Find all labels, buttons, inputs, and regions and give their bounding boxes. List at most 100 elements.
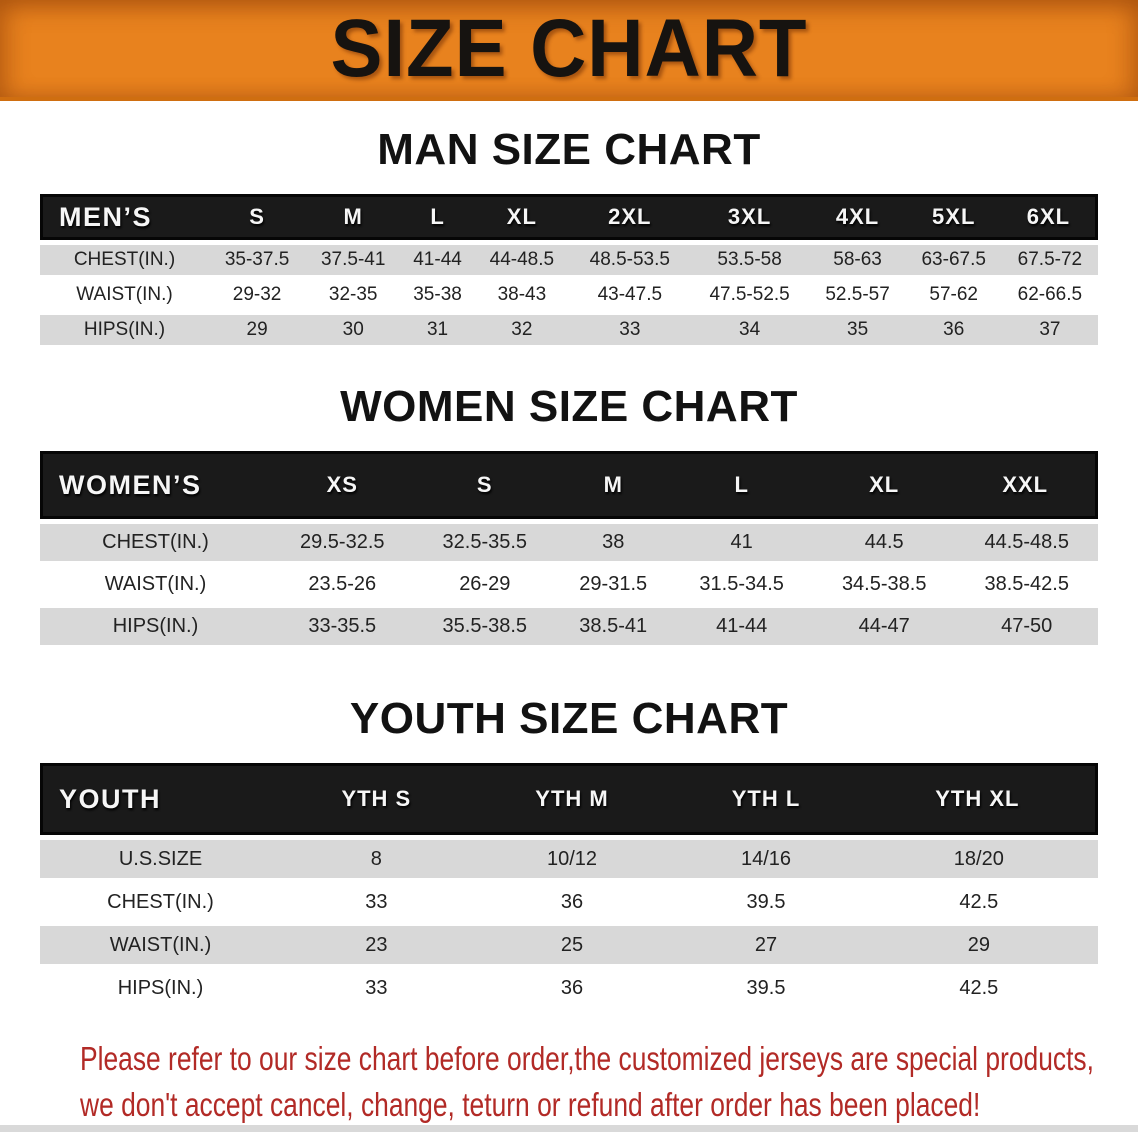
column-header: XXL	[955, 451, 1098, 519]
size-value: 62-66.5	[1001, 280, 1098, 310]
size-value: 18/20	[859, 840, 1098, 878]
size-value: 25	[471, 926, 673, 964]
row-label: HIPS(IN.)	[40, 608, 271, 645]
size-value: 29.5-32.5	[271, 524, 414, 561]
table-row: CHEST(IN.) 29.5-32.5 32.5-35.5 38 41 44.5 44.5…	[40, 524, 1098, 561]
size-value: 31.5-34.5	[670, 566, 813, 603]
row-label: WAIST(IN.)	[40, 566, 271, 603]
size-value: 36	[471, 969, 673, 1007]
size-chart-content: MAN SIZE CHART MEN’S S M L XL 2XL 3XL 4XL 5XL 6XL…	[0, 127, 1138, 1128]
size-value: 35	[809, 315, 906, 345]
size-value: 35.5-38.5	[413, 608, 557, 645]
column-header: YTH L	[672, 763, 860, 835]
row-label: CHEST(IN.)	[40, 245, 209, 275]
size-value: 37.5-41	[305, 245, 402, 275]
size-table-men: MEN’S S M L XL 2XL 3XL 4XL 5XL 6XL CHEST(IN.) 35-3…	[40, 189, 1098, 350]
header-row: MEN’S S M L XL 2XL 3XL 4XL 5XL 6XL	[40, 194, 1098, 240]
group-label: WOMEN’S	[40, 451, 271, 519]
size-table-youth: YOUTH YTH S YTH M YTH L YTH XL U.S.SIZE 8 10/1…	[40, 758, 1098, 1012]
header-row: WOMEN’S XS S M L XL XXL	[40, 451, 1098, 519]
size-value: 53.5-58	[689, 245, 810, 275]
header-row: YOUTH YTH S YTH M YTH L YTH XL	[40, 763, 1098, 835]
row-label: U.S.SIZE	[40, 840, 281, 878]
table-row: WAIST(IN.) 23.5-26 26-29 29-31.5 31.5-34.5 34…	[40, 566, 1098, 603]
size-value: 37	[1001, 315, 1098, 345]
column-header: M	[305, 194, 402, 240]
column-header: S	[413, 451, 557, 519]
section-heading: MAN SIZE CHART	[377, 125, 761, 174]
column-header: L	[401, 194, 474, 240]
size-value: 33	[569, 315, 690, 345]
size-value: 38	[556, 524, 671, 561]
row-label: CHEST(IN.)	[40, 524, 271, 561]
size-value: 44.5	[812, 524, 956, 561]
size-chart-banner: SIZE CHART	[0, 0, 1138, 101]
sections: MAN SIZE CHART MEN’S S M L XL 2XL 3XL 4XL 5XL 6XL…	[40, 127, 1098, 1012]
size-value: 47.5-52.5	[689, 280, 810, 310]
bottom-edge	[0, 1125, 1138, 1132]
row-label: HIPS(IN.)	[40, 315, 209, 345]
size-value: 26-29	[413, 566, 557, 603]
column-header: XL	[812, 451, 956, 519]
size-value: 39.5	[672, 969, 860, 1007]
size-value: 39.5	[672, 883, 860, 921]
table-row: U.S.SIZE 8 10/12 14/16 18/20	[40, 840, 1098, 878]
size-value: 63-67.5	[905, 245, 1002, 275]
column-header: 4XL	[809, 194, 906, 240]
section-heading: WOMEN SIZE CHART	[340, 382, 798, 431]
row-label: CHEST(IN.)	[40, 883, 281, 921]
size-value: 44-47	[812, 608, 956, 645]
table-row: WAIST(IN.) 29-32 32-35 35-38 38-43 43-47.5 47.…	[40, 280, 1098, 310]
column-header: XS	[271, 451, 414, 519]
size-value: 47-50	[955, 608, 1098, 645]
section-women: WOMEN SIZE CHART WOMEN’S XS S M L XL XXL CHEST…	[40, 384, 1098, 650]
table-body: CHEST(IN.) 29.5-32.5 32.5-35.5 38 41 44.5 44.5…	[40, 524, 1098, 645]
size-value: 8	[281, 840, 472, 878]
size-value: 42.5	[859, 969, 1098, 1007]
size-value: 44-48.5	[473, 245, 570, 275]
column-header: XL	[473, 194, 570, 240]
banner-title: SIZE CHART	[330, 3, 808, 94]
column-header: YTH S	[281, 763, 472, 835]
size-value: 33-35.5	[271, 608, 414, 645]
size-value: 41	[670, 524, 813, 561]
row-label: WAIST(IN.)	[40, 280, 209, 310]
table-row: WAIST(IN.) 23 25 27 29	[40, 926, 1098, 964]
group-label: YOUTH	[40, 763, 281, 835]
column-header: 3XL	[689, 194, 810, 240]
table-row: HIPS(IN.) 33 36 39.5 42.5	[40, 969, 1098, 1007]
size-value: 32-35	[305, 280, 402, 310]
column-header: S	[209, 194, 306, 240]
size-value: 38-43	[473, 280, 570, 310]
size-value: 38.5-41	[556, 608, 671, 645]
size-value: 58-63	[809, 245, 906, 275]
footer-note-line1: Please refer to our size chart before or…	[80, 1040, 1094, 1077]
column-header: M	[556, 451, 671, 519]
section-men: MAN SIZE CHART MEN’S S M L XL 2XL 3XL 4XL 5XL 6XL…	[40, 127, 1098, 350]
size-value: 57-62	[905, 280, 1002, 310]
row-label: HIPS(IN.)	[40, 969, 281, 1007]
size-value: 10/12	[471, 840, 673, 878]
size-value: 29-32	[209, 280, 306, 310]
size-value: 52.5-57	[809, 280, 906, 310]
column-header: YTH M	[471, 763, 673, 835]
size-value: 35-38	[401, 280, 474, 310]
table-row: HIPS(IN.) 33-35.5 35.5-38.5 38.5-41 41-44 44-…	[40, 608, 1098, 645]
table-row: HIPS(IN.) 29 30 31 32 33 34 35 36 37	[40, 315, 1098, 345]
size-value: 36	[471, 883, 673, 921]
group-label: MEN’S	[40, 194, 209, 240]
table-body: U.S.SIZE 8 10/12 14/16 18/20 CHEST(IN.) 33 36 39…	[40, 840, 1098, 1007]
section-heading: YOUTH SIZE CHART	[349, 694, 789, 743]
size-value: 23.5-26	[271, 566, 414, 603]
column-header: 6XL	[1001, 194, 1098, 240]
row-label: WAIST(IN.)	[40, 926, 281, 964]
size-value: 29	[859, 926, 1098, 964]
size-value: 31	[401, 315, 474, 345]
table-row: CHEST(IN.) 35-37.5 37.5-41 41-44 44-48.5 48.5…	[40, 245, 1098, 275]
table-body: CHEST(IN.) 35-37.5 37.5-41 41-44 44-48.5 48.5…	[40, 245, 1098, 345]
size-value: 33	[281, 969, 472, 1007]
column-header: 2XL	[569, 194, 690, 240]
size-value: 43-47.5	[569, 280, 690, 310]
size-value: 67.5-72	[1001, 245, 1098, 275]
size-value: 44.5-48.5	[955, 524, 1098, 561]
